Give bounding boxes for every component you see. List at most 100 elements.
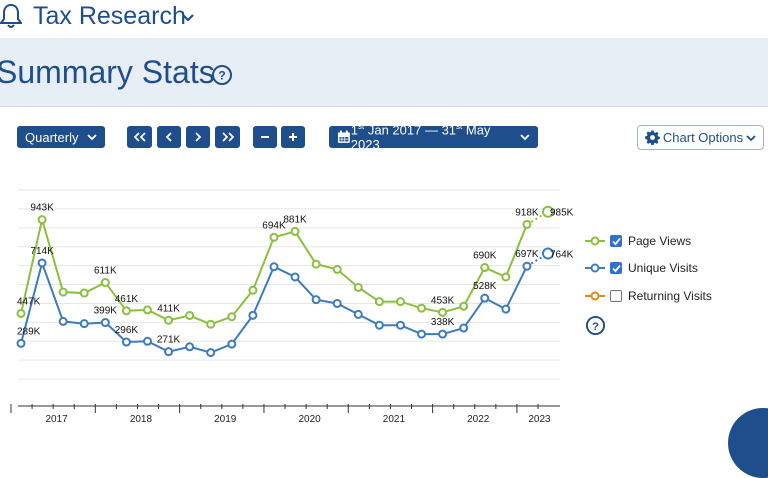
series-line-projected-1 <box>526 252 549 268</box>
data-point[interactable] <box>185 342 195 352</box>
help-icon[interactable]: ? <box>585 315 606 341</box>
data-point[interactable] <box>227 312 237 322</box>
data-point[interactable] <box>438 307 448 317</box>
legend-item-page-views[interactable]: Page Views <box>585 233 691 249</box>
data-point[interactable] <box>79 288 89 298</box>
data-point[interactable] <box>121 337 131 347</box>
data-point[interactable] <box>227 339 237 349</box>
data-point[interactable] <box>248 285 258 295</box>
data-point[interactable] <box>37 258 47 268</box>
data-point[interactable] <box>417 329 427 339</box>
period-select[interactable]: Quarterly <box>17 126 105 148</box>
gear-icon <box>645 130 660 145</box>
data-point[interactable] <box>269 232 279 242</box>
data-point[interactable] <box>353 282 363 292</box>
page-title: Summary Stats <box>0 54 215 90</box>
data-point[interactable] <box>395 320 405 330</box>
legend-label-returning-visits: Returning Visits <box>628 289 712 303</box>
chat-button[interactable] <box>728 408 768 478</box>
data-point[interactable] <box>290 226 300 236</box>
data-point[interactable] <box>542 205 554 218</box>
unique-visits-checkbox[interactable] <box>610 262 622 274</box>
data-label: 943K <box>30 203 54 214</box>
data-point[interactable] <box>164 315 174 325</box>
data-point[interactable] <box>206 348 216 358</box>
chevron-right-icon <box>195 132 202 142</box>
data-point[interactable] <box>417 303 427 313</box>
data-point[interactable] <box>311 259 321 269</box>
app-title[interactable]: Tax Research <box>33 2 186 30</box>
first-period-button[interactable] <box>127 126 152 148</box>
bell-icon[interactable] <box>0 3 23 34</box>
data-label: 289K <box>17 326 41 337</box>
data-point[interactable] <box>374 297 384 307</box>
data-point[interactable] <box>79 319 89 329</box>
series-line-projected-0 <box>526 210 549 226</box>
data-point[interactable] <box>522 261 532 271</box>
chart-options-label: Chart Options <box>662 130 744 145</box>
data-point[interactable] <box>522 219 532 229</box>
top-bar: Tax Research <box>0 0 768 38</box>
data-point[interactable] <box>374 320 384 330</box>
svg-text:?: ? <box>218 69 225 83</box>
data-point[interactable] <box>142 336 152 346</box>
chevron-left-icon <box>165 132 172 142</box>
data-point[interactable] <box>269 262 279 272</box>
last-period-button[interactable] <box>215 126 240 148</box>
data-point[interactable] <box>248 310 258 320</box>
data-point[interactable] <box>100 318 110 328</box>
legend-label-page-views: Page Views <box>628 234 692 248</box>
data-point[interactable] <box>16 308 26 318</box>
data-point[interactable] <box>206 319 216 329</box>
data-point[interactable] <box>459 301 469 311</box>
data-point[interactable] <box>501 272 511 282</box>
chevron-down-icon[interactable] <box>182 10 194 28</box>
data-label: 461K <box>115 294 139 305</box>
data-point[interactable] <box>37 215 47 225</box>
data-point[interactable] <box>164 347 174 357</box>
data-point[interactable] <box>185 311 195 321</box>
page-views-checkbox[interactable] <box>610 235 622 247</box>
previous-period-button[interactable] <box>157 126 181 148</box>
x-tick-label: 2020 <box>298 414 321 425</box>
chevron-down-icon <box>520 134 530 141</box>
data-point[interactable] <box>121 306 131 316</box>
help-icon[interactable]: ? <box>211 64 233 91</box>
data-point[interactable] <box>480 263 490 273</box>
data-point[interactable] <box>58 287 68 297</box>
data-point[interactable] <box>16 338 26 348</box>
double-chevron-right-icon <box>221 132 234 142</box>
legend-item-unique-visits[interactable]: Unique Visits <box>585 260 698 276</box>
date-range-picker[interactable]: 1st Jan 2017 — 31st May 2023 <box>329 122 538 152</box>
x-tick-label: 2021 <box>383 414 406 425</box>
data-point[interactable] <box>311 295 321 305</box>
data-point[interactable] <box>58 316 68 326</box>
data-point[interactable] <box>438 329 448 339</box>
data-label: 411K <box>157 303 180 314</box>
data-point[interactable] <box>501 304 511 314</box>
data-label: 296K <box>115 325 139 336</box>
data-point[interactable] <box>100 277 110 287</box>
data-label: 453K <box>431 295 455 306</box>
data-label: 338K <box>431 317 455 328</box>
calendar-icon <box>337 130 350 143</box>
chart-options-button[interactable]: Chart Options <box>637 125 764 150</box>
zoom-out-button[interactable] <box>253 126 277 148</box>
data-point[interactable] <box>395 297 405 307</box>
data-point[interactable] <box>459 323 469 333</box>
data-point[interactable] <box>353 309 363 319</box>
data-point[interactable] <box>290 272 300 282</box>
data-point[interactable] <box>480 293 490 303</box>
data-label: 918K <box>515 207 539 218</box>
legend-label-unique-visits: Unique Visits <box>628 261 698 275</box>
next-period-button[interactable] <box>186 126 210 148</box>
x-tick-label: 2019 <box>214 414 237 425</box>
returning-visits-checkbox[interactable] <box>610 290 622 302</box>
data-point[interactable] <box>542 247 554 260</box>
svg-text:?: ? <box>592 321 599 333</box>
legend-item-returning-visits[interactable]: Returning Visits <box>585 288 712 304</box>
zoom-in-button[interactable] <box>281 126 305 148</box>
data-point[interactable] <box>332 298 342 308</box>
data-point[interactable] <box>142 305 152 315</box>
data-point[interactable] <box>332 264 342 274</box>
